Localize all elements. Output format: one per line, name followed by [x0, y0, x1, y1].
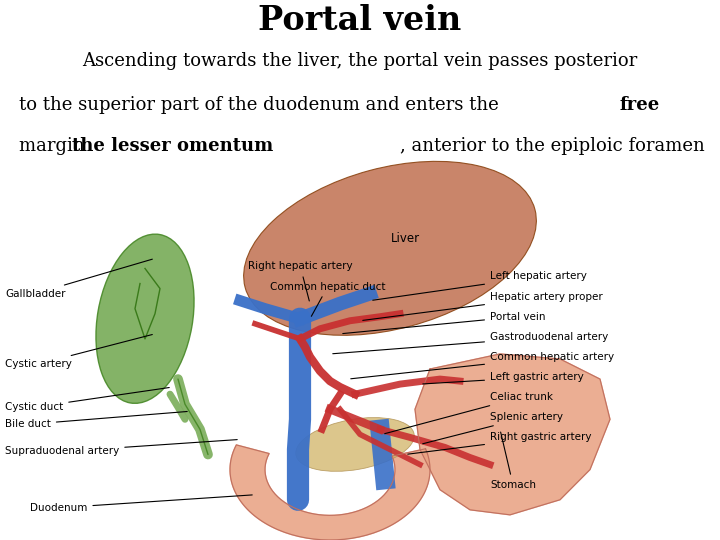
- Ellipse shape: [296, 417, 414, 471]
- Text: margin: margin: [19, 137, 90, 156]
- Text: to the superior part of the duodenum and enters the: to the superior part of the duodenum and…: [19, 96, 504, 114]
- Text: Ascending towards the liver, the portal vein passes posterior: Ascending towards the liver, the portal …: [82, 51, 638, 70]
- Text: Supraduodenal artery: Supraduodenal artery: [5, 440, 237, 456]
- Polygon shape: [415, 354, 610, 515]
- Polygon shape: [230, 445, 430, 540]
- Text: Bile duct: Bile duct: [5, 411, 187, 429]
- Text: the lesser omentum: the lesser omentum: [72, 137, 274, 156]
- Text: Gallbladder: Gallbladder: [5, 259, 153, 299]
- Text: Liver: Liver: [390, 232, 420, 245]
- Text: Common hepatic artery: Common hepatic artery: [351, 352, 614, 379]
- Text: Cystic artery: Cystic artery: [5, 334, 153, 369]
- Text: Stomach: Stomach: [490, 432, 536, 490]
- Text: Right hepatic artery: Right hepatic artery: [248, 261, 353, 301]
- Text: Hepatic artery proper: Hepatic artery proper: [363, 292, 603, 320]
- Text: Left gastric artery: Left gastric artery: [423, 372, 584, 384]
- Text: Common hepatic duct: Common hepatic duct: [270, 281, 385, 316]
- Text: Portal vein: Portal vein: [258, 4, 462, 37]
- Text: Portal vein: Portal vein: [343, 312, 546, 334]
- Text: Splenic artery: Splenic artery: [423, 413, 563, 444]
- Text: Left hepatic artery: Left hepatic artery: [373, 272, 587, 300]
- Text: Cystic duct: Cystic duct: [5, 388, 169, 412]
- Ellipse shape: [96, 234, 194, 403]
- Text: free: free: [619, 96, 660, 114]
- Text: Right gastric artery: Right gastric artery: [408, 433, 592, 454]
- Text: , anterior to the epiploic foramen: , anterior to the epiploic foramen: [400, 137, 704, 156]
- Ellipse shape: [243, 161, 536, 335]
- Text: Gastroduodenal artery: Gastroduodenal artery: [333, 332, 608, 354]
- Text: Celiac trunk: Celiac trunk: [384, 392, 553, 434]
- Text: Duodenum: Duodenum: [30, 495, 252, 513]
